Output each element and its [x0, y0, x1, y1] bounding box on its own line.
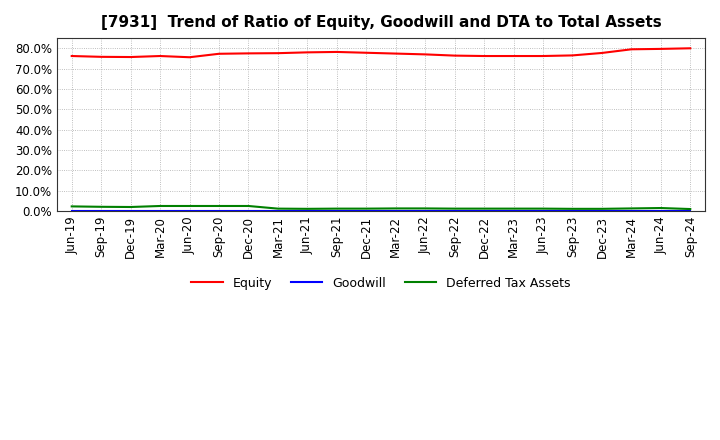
- Deferred Tax Assets: [480, 206, 488, 211]
- Equity: [303, 50, 312, 55]
- Goodwill: [126, 209, 135, 214]
- Goodwill: [509, 209, 518, 214]
- Equity: [185, 55, 194, 60]
- Equity: [627, 47, 636, 52]
- Equity: [333, 49, 341, 55]
- Goodwill: [185, 209, 194, 214]
- Goodwill: [450, 209, 459, 214]
- Equity: [686, 46, 695, 51]
- Goodwill: [215, 209, 223, 214]
- Deferred Tax Assets: [68, 204, 76, 209]
- Deferred Tax Assets: [333, 206, 341, 211]
- Goodwill: [627, 209, 636, 214]
- Legend: Equity, Goodwill, Deferred Tax Assets: Equity, Goodwill, Deferred Tax Assets: [186, 272, 575, 295]
- Goodwill: [97, 209, 106, 214]
- Title: [7931]  Trend of Ratio of Equity, Goodwill and DTA to Total Assets: [7931] Trend of Ratio of Equity, Goodwil…: [101, 15, 662, 30]
- Goodwill: [274, 209, 282, 214]
- Deferred Tax Assets: [392, 206, 400, 211]
- Deferred Tax Assets: [509, 206, 518, 211]
- Goodwill: [686, 209, 695, 214]
- Deferred Tax Assets: [421, 206, 430, 211]
- Equity: [539, 53, 547, 59]
- Goodwill: [68, 209, 76, 214]
- Equity: [480, 53, 488, 59]
- Goodwill: [421, 209, 430, 214]
- Deferred Tax Assets: [450, 206, 459, 211]
- Deferred Tax Assets: [97, 204, 106, 209]
- Line: Equity: Equity: [72, 48, 690, 57]
- Goodwill: [362, 209, 371, 214]
- Equity: [657, 46, 665, 51]
- Equity: [126, 55, 135, 60]
- Deferred Tax Assets: [539, 206, 547, 211]
- Equity: [509, 53, 518, 59]
- Goodwill: [539, 209, 547, 214]
- Goodwill: [156, 209, 164, 214]
- Equity: [274, 51, 282, 56]
- Equity: [450, 53, 459, 58]
- Deferred Tax Assets: [126, 204, 135, 209]
- Deferred Tax Assets: [362, 206, 371, 211]
- Deferred Tax Assets: [215, 203, 223, 209]
- Equity: [598, 50, 606, 55]
- Deferred Tax Assets: [156, 203, 164, 209]
- Deferred Tax Assets: [303, 206, 312, 212]
- Deferred Tax Assets: [627, 206, 636, 211]
- Goodwill: [392, 209, 400, 214]
- Deferred Tax Assets: [568, 206, 577, 212]
- Goodwill: [480, 209, 488, 214]
- Line: Deferred Tax Assets: Deferred Tax Assets: [72, 206, 690, 209]
- Goodwill: [333, 209, 341, 214]
- Goodwill: [657, 209, 665, 214]
- Equity: [362, 50, 371, 55]
- Goodwill: [303, 209, 312, 214]
- Equity: [156, 53, 164, 59]
- Equity: [215, 51, 223, 56]
- Equity: [568, 53, 577, 58]
- Deferred Tax Assets: [274, 206, 282, 211]
- Deferred Tax Assets: [598, 206, 606, 212]
- Goodwill: [244, 209, 253, 214]
- Equity: [244, 51, 253, 56]
- Deferred Tax Assets: [686, 206, 695, 212]
- Equity: [97, 54, 106, 59]
- Deferred Tax Assets: [185, 203, 194, 209]
- Equity: [68, 53, 76, 59]
- Deferred Tax Assets: [244, 203, 253, 209]
- Equity: [392, 51, 400, 56]
- Deferred Tax Assets: [657, 205, 665, 211]
- Equity: [421, 52, 430, 57]
- Goodwill: [598, 209, 606, 214]
- Goodwill: [568, 209, 577, 214]
